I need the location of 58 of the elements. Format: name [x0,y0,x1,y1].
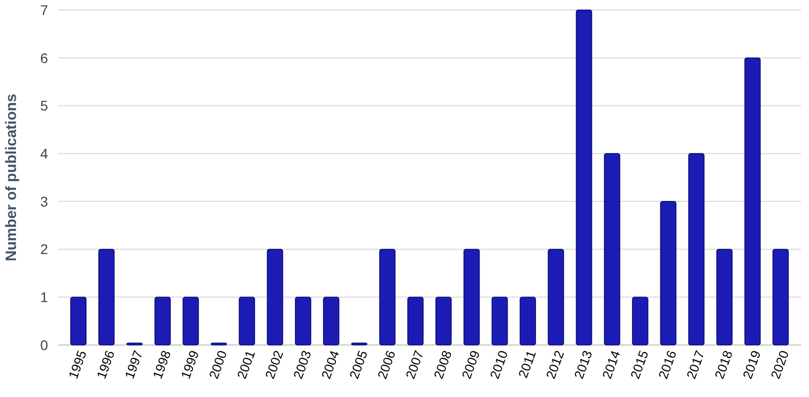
x-tick-label: 2019 [740,348,764,381]
y-tick-label: 4 [40,145,48,162]
bar [98,248,115,346]
x-tick-label: 2010 [486,348,511,381]
bar [182,296,199,346]
bar [772,248,789,346]
bar [492,296,508,346]
bar [632,296,648,346]
x-tick-label: 2018 [712,348,736,381]
x-tick-label: 2011 [515,348,539,380]
y-tick-label: 7 [40,2,48,18]
x-tick-label: 1996 [94,348,118,381]
x-tick-label: 1999 [178,348,202,381]
y-tick-label: 1 [40,289,48,306]
x-tick-label: 2002 [262,348,286,381]
x-tick-label: 2001 [234,348,258,381]
y-axis-title: Number of publications [3,94,20,262]
x-tick-label: 2020 [768,348,792,381]
bar [548,248,564,346]
bar [266,248,284,346]
bar [744,57,761,346]
bar [294,296,312,346]
x-tick-label: 2013 [571,348,596,381]
bar [435,296,452,346]
y-tick-label: 0 [40,336,48,353]
x-tick-label: 2014 [599,348,624,381]
bar [716,248,733,346]
x-tick-label: 2000 [206,348,230,381]
x-tick-label: 2017 [683,348,708,381]
x-tick-label: 2015 [627,348,652,381]
y-tick-label: 3 [40,193,48,210]
bar [70,296,86,346]
bar [660,201,676,346]
bar [323,296,340,346]
y-tick-label: 6 [40,50,48,66]
bar [520,296,536,346]
x-tick-label: 2016 [655,348,680,381]
x-tick-label: 2012 [543,348,568,381]
x-tick-label: 1998 [150,348,174,381]
x-tick-label: 2003 [290,348,314,381]
x-tick-label: 2009 [458,348,483,381]
x-tick-label: 2004 [318,348,342,381]
x-tick-label: 2006 [374,348,398,381]
x-tick-label: 2007 [402,348,427,381]
bar [464,248,480,346]
bar [379,248,396,346]
y-tick-label: 2 [40,241,48,258]
bar [238,296,256,346]
bar [576,10,592,346]
bar [154,296,171,346]
bar [604,153,620,346]
bar [407,296,424,346]
y-tick-label: 5 [40,98,48,114]
x-tick-label: 2005 [346,348,370,381]
x-tick-label: 1997 [122,348,146,381]
x-tick-label: 1995 [65,348,90,381]
x-tick-label: 2008 [430,348,455,381]
bar [688,153,704,346]
